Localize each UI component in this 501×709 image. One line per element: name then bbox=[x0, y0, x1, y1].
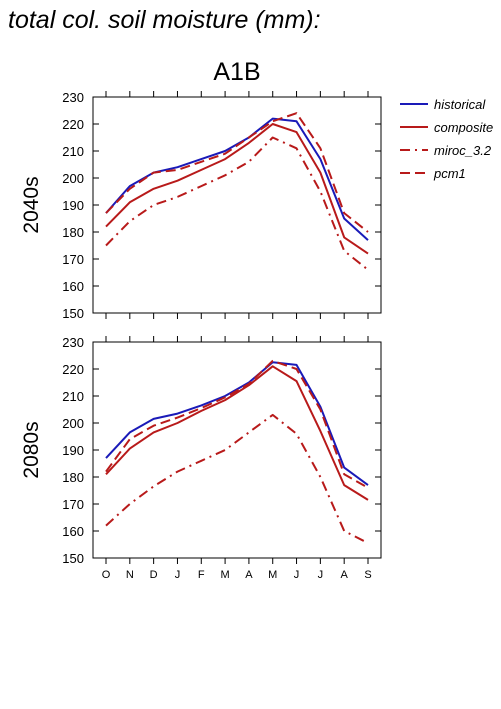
y-tick-label: 180 bbox=[62, 470, 84, 485]
series-line-historical bbox=[105, 117, 369, 241]
series-line-miroc-3-2 bbox=[105, 136, 369, 271]
series-line-composite bbox=[105, 365, 369, 501]
scenario-title: A1B bbox=[213, 58, 260, 86]
x-tick-label: S bbox=[364, 569, 371, 581]
series-line-historical bbox=[105, 361, 369, 486]
series-line-pcm1 bbox=[105, 359, 369, 489]
y-tick-label: 220 bbox=[62, 362, 84, 377]
x-tick-label: A bbox=[245, 569, 253, 581]
y-tick-label: 150 bbox=[62, 306, 84, 321]
y-tick-label: 230 bbox=[62, 90, 84, 105]
x-tick-label: M bbox=[268, 569, 277, 581]
series-line-pcm1 bbox=[105, 112, 369, 233]
y-tick-label: 190 bbox=[62, 198, 84, 213]
panel-2080s: 2080s 150 160 170 180 190 200 210 220 230 O N D J F M A M… bbox=[20, 335, 382, 581]
legend-label-composite: composite bbox=[434, 120, 493, 135]
y-tick-label: 200 bbox=[62, 416, 84, 431]
x-tick-label: D bbox=[150, 569, 158, 581]
y-tick-label: 210 bbox=[62, 389, 84, 404]
y-tick-label: 170 bbox=[62, 252, 84, 267]
series-line-composite bbox=[105, 123, 369, 255]
y-tick-label: 220 bbox=[62, 117, 84, 132]
legend-label-pcm: pcm1 bbox=[433, 166, 466, 181]
legend-label-miroc: miroc_3.2 bbox=[434, 143, 492, 158]
y-tick-label: 190 bbox=[62, 443, 84, 458]
row-label: 2040s bbox=[20, 176, 43, 233]
y-tick-label: 200 bbox=[62, 171, 84, 186]
row-label: 2080s bbox=[20, 421, 43, 478]
y-tick-label: 180 bbox=[62, 225, 84, 240]
panel-2040s: 2040s 150 160 170 180 190 200 210 220 230 bbox=[20, 90, 382, 321]
y-tick-label: 150 bbox=[62, 551, 84, 566]
legend: historical composite miroc_3.2 pcm1 bbox=[400, 97, 493, 181]
legend-label-historical: historical bbox=[434, 97, 486, 112]
x-tick-label: N bbox=[126, 569, 134, 581]
page-title: total col. soil moisture (mm): bbox=[8, 6, 321, 34]
x-tick-label: J bbox=[175, 569, 181, 581]
y-tick-label: 160 bbox=[62, 279, 84, 294]
y-tick-label: 210 bbox=[62, 144, 84, 159]
y-tick-label: 160 bbox=[62, 524, 84, 539]
series-line-miroc-3-2 bbox=[105, 413, 369, 544]
y-tick-label: 230 bbox=[62, 335, 84, 350]
y-tick-label: 170 bbox=[62, 497, 84, 512]
x-tick-label: F bbox=[198, 569, 205, 581]
x-tick-label: M bbox=[221, 569, 230, 581]
x-tick-label: J bbox=[294, 569, 300, 581]
x-tick-label: O bbox=[102, 569, 111, 581]
x-tick-label: J bbox=[318, 569, 324, 581]
x-tick-label: A bbox=[341, 569, 349, 581]
